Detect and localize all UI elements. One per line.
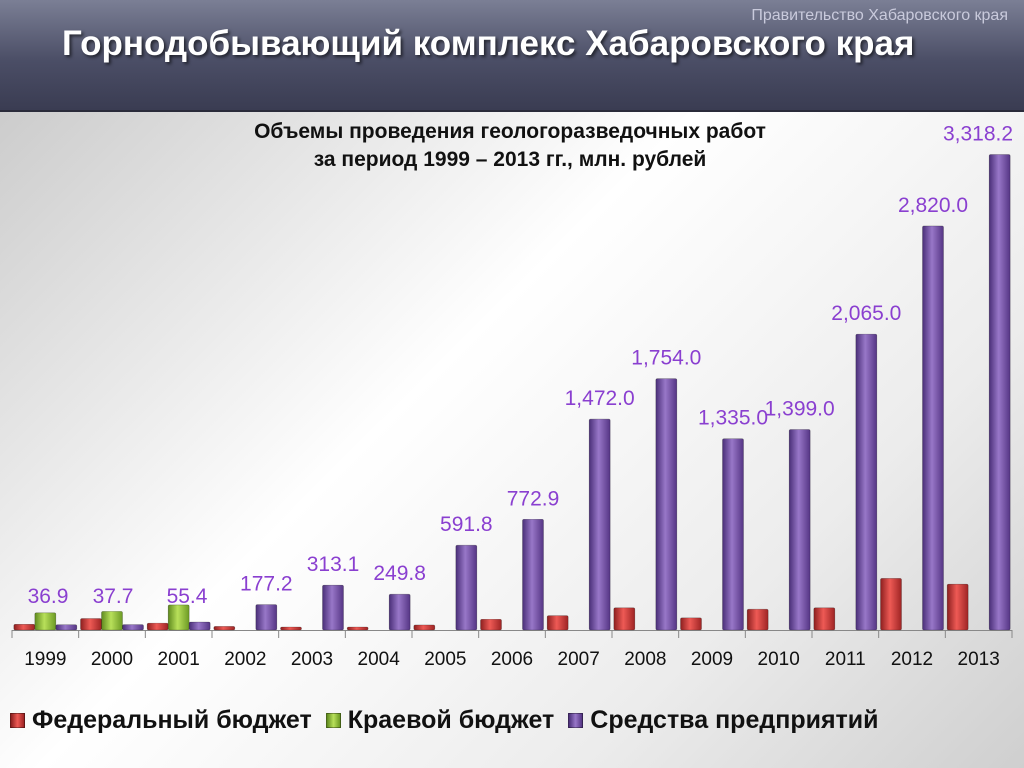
bar-federal-2010 [746, 608, 769, 631]
legend-item-regional: Краевой бюджет [325, 706, 555, 735]
bar-federal-2003 [280, 626, 302, 631]
header-bar: Правительство Хабаровского края Горнодоб… [0, 0, 1024, 112]
x-tick-label: 2013 [958, 649, 1000, 670]
x-tick-label: 2006 [491, 649, 533, 670]
x-tick-label: 2010 [758, 649, 800, 670]
bar-federal-2007 [546, 615, 569, 631]
bar-federal-2002 [213, 626, 236, 631]
legend: Федеральный бюджет Краевой бюджет Средст… [10, 706, 893, 735]
legend-item-federal: Федеральный бюджет [10, 706, 312, 735]
bar-federal-2000 [80, 618, 102, 631]
bar-enterprises-2012 [922, 225, 944, 631]
legend-swatch-regional [325, 713, 341, 728]
legend-swatch-enterprises [568, 713, 584, 728]
data-label: 591.8 [440, 513, 493, 536]
x-tick-label: 2001 [158, 649, 200, 670]
bar-enterprises-2007 [588, 418, 611, 631]
data-label: 313.1 [307, 553, 360, 576]
bar-regional-2000 [101, 611, 123, 631]
bar-federal-1999 [13, 623, 36, 631]
x-tick-label: 2004 [358, 649, 401, 670]
x-tick-label: 2012 [891, 649, 933, 670]
x-tick-label: 2008 [624, 649, 666, 670]
data-label: 36.9 [28, 585, 69, 608]
bar-federal-2013 [946, 583, 969, 631]
bar-enterprises-2005 [455, 544, 478, 631]
data-label: 772.9 [507, 487, 560, 510]
bar-regional-2001 [167, 604, 190, 631]
bar-federal-2006 [480, 618, 502, 631]
bar-federal-2005 [413, 624, 436, 631]
x-tick-label: 2007 [558, 649, 600, 670]
x-tick-label: 2011 [825, 649, 866, 670]
legend-swatch-federal [10, 713, 25, 728]
data-label: 1,335.0 [698, 407, 768, 430]
data-label: 1,399.0 [765, 398, 835, 421]
bar-federal-2004 [346, 626, 369, 631]
bar-enterprises-2008 [655, 378, 678, 631]
plot-area: 1999 36.9 2000 37.7 2001 55.4 2002 177.2 2003 313… [11, 123, 1013, 670]
chart-title-line-1: Объемы проведения геологоразведочных раб… [254, 120, 766, 143]
bar-enterprises-2002 [255, 604, 278, 631]
bar-enterprises-2004 [388, 593, 411, 631]
legend-label-enterprises: Средства предприятий [590, 706, 879, 734]
x-tick-label: 2000 [91, 649, 133, 670]
data-label: 2,065.0 [831, 302, 901, 325]
page-title: Горнодобывающий комплекс Хабаровского кр… [62, 24, 915, 63]
legend-label-federal: Федеральный бюджет [32, 706, 312, 734]
bar-enterprises-2003 [322, 584, 344, 631]
bar-federal-2009 [680, 617, 702, 631]
data-label: 1,472.0 [565, 387, 635, 410]
x-tick-label: 1999 [24, 649, 66, 670]
chart-title-line-2: за период 1999 – 2013 гг., млн. рублей [313, 148, 707, 171]
data-label: 37.7 [93, 585, 134, 608]
x-tick-label: 2005 [424, 649, 466, 670]
bar-chart: 1999 36.9 2000 37.7 2001 55.4 2002 177.2 2003 313… [11, 123, 1013, 670]
organization-label: Правительство Хабаровского края [751, 7, 1008, 24]
bar-regional-1999 [34, 612, 57, 631]
data-label: 177.2 [240, 573, 293, 596]
bar-enterprises-2006 [522, 518, 544, 631]
bar-enterprises-1999 [55, 624, 78, 631]
bar-federal-2008 [613, 607, 636, 631]
bar-enterprises-2009 [722, 438, 744, 631]
data-label: 2,820.0 [898, 194, 968, 217]
bar-federal-2012 [880, 578, 902, 631]
legend-label-regional: Краевой бюджет [347, 706, 555, 734]
bar-enterprises-2013 [988, 154, 1011, 631]
bar-enterprises-2000 [122, 624, 144, 631]
data-label: 3,318.2 [943, 123, 1013, 146]
legend-item-enterprises: Средства предприятий [568, 706, 879, 735]
data-label: 249.8 [373, 562, 426, 585]
x-tick-label: 2002 [224, 649, 266, 670]
data-label: 55.4 [167, 585, 208, 608]
data-label: 1,754.0 [631, 347, 701, 370]
x-tick-label: 2009 [691, 649, 733, 670]
bar-federal-2001 [146, 622, 169, 631]
bar-federal-2011 [813, 607, 836, 631]
bar-enterprises-2010 [788, 429, 811, 631]
bar-enterprises-2001 [188, 621, 211, 631]
x-tick-label: 2003 [291, 649, 333, 670]
bar-enterprises-2011 [855, 333, 878, 631]
chart-title: Объемы проведения геологоразведочных раб… [180, 118, 840, 174]
